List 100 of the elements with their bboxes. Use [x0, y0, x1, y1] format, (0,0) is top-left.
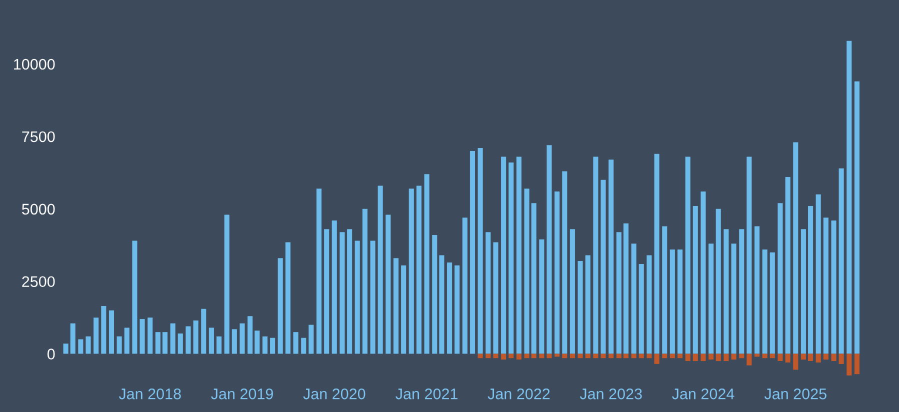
bar: [562, 171, 568, 354]
bar: [608, 160, 614, 354]
bar: [486, 354, 491, 358]
bar: [108, 310, 114, 354]
x-tick-label: Jan 2024: [672, 388, 734, 400]
bar: [101, 306, 106, 354]
bar: [739, 229, 744, 354]
x-tick-label: Jan 2018: [118, 388, 181, 400]
bar: [685, 354, 690, 362]
bar: [332, 220, 337, 354]
bar: [446, 262, 452, 354]
bar: [531, 354, 536, 358]
bar: [162, 332, 168, 354]
bar: [201, 308, 206, 354]
bar: [386, 214, 391, 354]
bar: [838, 168, 844, 354]
bar: [148, 318, 153, 354]
bar: [78, 339, 84, 354]
bar: [362, 208, 368, 354]
y-tick-label: 10000: [14, 58, 55, 70]
bar: [516, 354, 522, 360]
bar: [216, 336, 222, 354]
bar: [462, 218, 468, 354]
bar: [439, 255, 444, 354]
bar: [670, 249, 675, 354]
bar: [432, 234, 438, 354]
bar: [585, 354, 590, 358]
bar: [546, 145, 552, 354]
bar: [562, 354, 568, 358]
bar: [248, 316, 253, 354]
bar: [593, 354, 598, 358]
bar: [224, 214, 230, 354]
bar: [539, 354, 544, 358]
bar: [846, 354, 852, 376]
bar: [240, 323, 245, 354]
bar: [378, 186, 383, 354]
bar: [638, 354, 644, 358]
bar: [638, 264, 644, 354]
bar: [347, 229, 352, 354]
bar: [770, 354, 775, 358]
bar: [778, 203, 783, 354]
bar: [778, 354, 783, 362]
bar: [186, 326, 191, 354]
bar: [285, 242, 290, 354]
bar: [646, 354, 652, 358]
bar: [716, 208, 721, 354]
bar: [470, 150, 476, 354]
bar: [731, 354, 736, 360]
bar: [316, 188, 322, 354]
bar: [662, 354, 668, 358]
bar: [654, 354, 660, 364]
bar: [70, 323, 76, 354]
bar: [762, 249, 768, 354]
bar: [670, 354, 675, 358]
bar: [193, 320, 198, 354]
bar: [416, 186, 422, 354]
bar: [401, 265, 406, 354]
bar: [654, 154, 660, 354]
bar: [493, 242, 498, 354]
bar: [831, 354, 836, 362]
bar: [785, 354, 790, 362]
bar: [600, 180, 606, 354]
bar: [554, 192, 560, 354]
bar: [646, 255, 652, 354]
bar: [546, 354, 552, 358]
bar: [600, 354, 606, 358]
x-tick-label: Jan 2025: [764, 388, 826, 400]
bar: [424, 174, 430, 354]
bar: [478, 148, 483, 354]
bar: [516, 156, 522, 354]
bar: [793, 354, 798, 370]
bar: [486, 232, 491, 354]
bar: [370, 240, 376, 354]
bar: [254, 330, 260, 354]
bar: [708, 354, 714, 360]
bar: [692, 206, 698, 354]
bar: [623, 354, 629, 358]
bar: [531, 203, 536, 354]
bar: [63, 344, 68, 354]
bar: [616, 232, 622, 354]
bar: [578, 354, 583, 358]
bar: [662, 226, 668, 354]
bar: [608, 354, 614, 358]
bar: [524, 188, 530, 354]
bar: [508, 354, 514, 358]
bar: [86, 336, 91, 354]
bar: [708, 244, 714, 354]
y-tick-label: 5000: [22, 204, 55, 215]
y-tick-label: 7500: [22, 131, 55, 142]
bar: [724, 229, 729, 354]
bar: [823, 218, 828, 354]
bar: [823, 354, 828, 360]
x-tick-label: Jan 2021: [396, 388, 458, 400]
bar: [508, 162, 514, 354]
bar: [677, 249, 683, 354]
bar: [308, 324, 314, 354]
bar: [262, 336, 268, 354]
bar: [124, 328, 130, 354]
bar: [808, 354, 814, 362]
bar: [301, 338, 306, 354]
